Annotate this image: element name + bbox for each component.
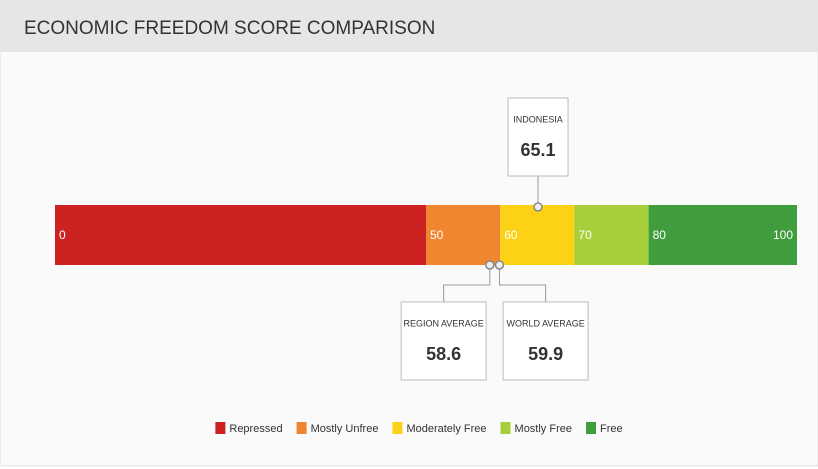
band xyxy=(426,205,501,265)
tick-label: 50 xyxy=(430,228,444,242)
legend-swatch xyxy=(586,422,596,434)
tick-label: 80 xyxy=(653,228,667,242)
legend-swatch xyxy=(296,422,307,434)
marker xyxy=(485,260,495,270)
legend-swatch xyxy=(215,422,226,434)
legend-swatch xyxy=(392,422,403,434)
band xyxy=(55,205,426,265)
callout xyxy=(507,97,569,177)
tick-label: 100 xyxy=(773,228,793,242)
marker xyxy=(494,260,505,270)
chart-title: ECONOMIC FREEDOM SCORE COMPARISON xyxy=(24,18,435,39)
tick-label: 70 xyxy=(578,228,592,242)
marker xyxy=(533,202,543,212)
callout xyxy=(502,301,589,381)
marker-label: REGION AVERAGE xyxy=(403,318,483,328)
marker-value: 58.6 xyxy=(426,344,461,364)
connector xyxy=(443,265,491,302)
connector xyxy=(498,265,547,302)
tick-label: 60 xyxy=(504,228,518,242)
legend-label: Moderately Free xyxy=(406,423,486,435)
legend-swatch xyxy=(500,422,511,434)
band xyxy=(574,205,649,265)
band xyxy=(500,205,575,265)
marker-label: WORLD AVERAGE xyxy=(506,318,584,328)
tick-label: 0 xyxy=(59,228,66,242)
band xyxy=(648,205,797,265)
marker-value: 65.1 xyxy=(521,140,556,160)
marker-value: 59.9 xyxy=(528,344,563,364)
callout xyxy=(400,301,487,381)
header xyxy=(0,0,818,52)
marker-label: INDONESIA xyxy=(513,114,563,124)
legend-label: Mostly Free xyxy=(515,423,572,435)
legend-label: Mostly Unfree xyxy=(311,423,379,435)
legend-label: Repressed xyxy=(229,423,282,435)
legend-label: Free xyxy=(600,423,623,435)
